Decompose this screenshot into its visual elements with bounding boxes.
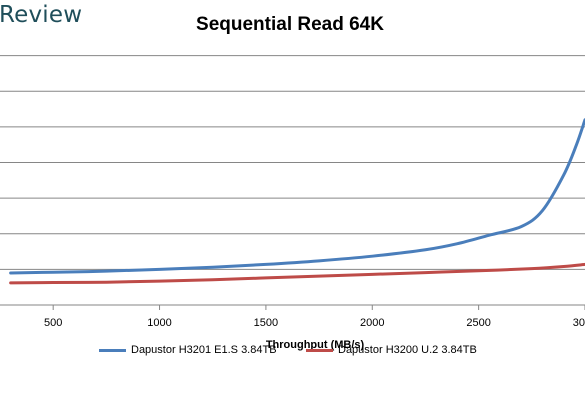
x-tick-label: 3000 (573, 317, 585, 329)
legend-item-h3200: Dapustor H3200 U.2 3.84TB (306, 344, 477, 356)
legend-item-h3201: Dapustor H3201 E1.S 3.84TB (99, 344, 277, 356)
x-axis-ticks: 500 1000 1500 2000 2500 3000 (44, 305, 585, 329)
legend-swatch-h3201 (99, 348, 126, 352)
legend: Dapustor H3201 E1.S 3.84TB Dapustor H320… (0, 344, 585, 362)
x-axis-title: Throughput (MB/s) (266, 339, 365, 351)
x-tick-label: 1000 (147, 317, 171, 329)
legend-swatch-h3200 (306, 348, 333, 352)
x-tick-label: 500 (44, 317, 62, 329)
legend-label-h3201: Dapustor H3201 E1.S 3.84TB (131, 344, 277, 356)
x-tick-label: 1500 (254, 317, 278, 329)
series-line-1 (9, 262, 585, 285)
x-tick-label: 2000 (360, 317, 384, 329)
series-layer (9, 118, 585, 285)
gridlines (0, 55, 585, 270)
chart-title: Sequential Read 64K (196, 14, 384, 35)
brand-logo-text: Review (0, 2, 83, 28)
legend-label-h3200: Dapustor H3200 U.2 3.84TB (338, 344, 477, 356)
x-tick-label: 2500 (466, 317, 490, 329)
series-line-0 (9, 118, 585, 275)
